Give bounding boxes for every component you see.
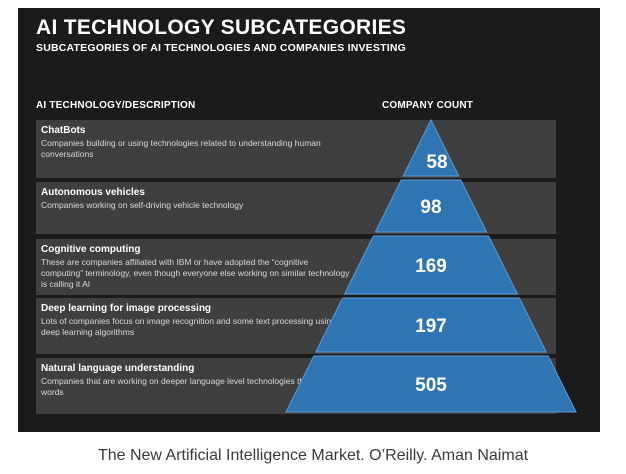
pyramid-tier-deep-learning [314,297,548,353]
source-caption: The New Artificial Intelligence Market. … [97,447,529,464]
column-header-company-count: COMPANY COUNT [382,100,474,111]
category-description: Companies working on self-driving vehicl… [41,200,244,210]
category-name: Cognitive computing [41,244,141,255]
category-name: ChatBots [41,125,86,136]
pyramid-tier-cognitive-computing [343,235,519,295]
pyramid-tier-natural-language [285,355,577,413]
category-description: Companies that are working on deeper lan… [41,376,349,397]
company-count-label: 169 [415,256,447,277]
column-header-technology: AI TECHNOLOGY/DESCRIPTION [36,100,196,111]
category-description: Lots of companies focus on image recogni… [41,316,336,337]
category-name: Natural language understanding [41,363,195,374]
infographic-panel: AI TECHNOLOGY SUBCATEGORIES SUBCATEGORIE… [18,8,600,432]
category-row: ChatBots Companies building or using tec… [36,120,556,178]
company-count-pyramid: 58 98 169 197 505 [285,118,577,413]
category-description: These are companies affiliated with IBM … [41,257,350,289]
company-count-label: 197 [415,316,447,337]
company-count-label: 58 [426,152,447,173]
chart-title: AI TECHNOLOGY SUBCATEGORIES [36,16,407,39]
category-description: Companies building or using technologies… [41,138,321,159]
category-name: Autonomous vehicles [41,187,145,198]
pyramid-tier-autonomous-vehicles [374,179,488,233]
company-count-label: 505 [415,375,447,396]
company-count-label: 98 [420,197,441,218]
pyramid-tier-chatbots [402,118,460,177]
category-name: Deep learning for image processing [41,303,212,314]
chart-subtitle: SUBCATEGORIES OF AI TECHNOLOGIES AND COM… [36,42,406,54]
